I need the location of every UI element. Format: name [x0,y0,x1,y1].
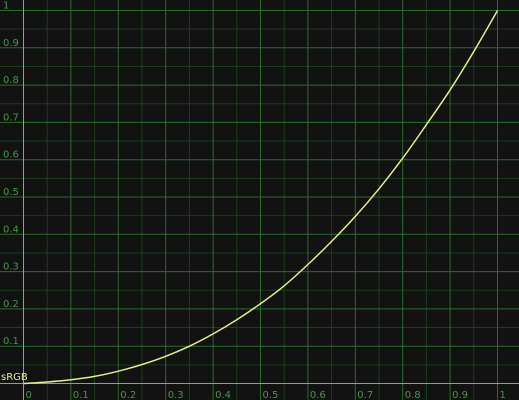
y-tick-label: 0.4 [3,224,19,235]
x-tick-label: 0.6 [310,390,326,400]
x-tick-label: 0.9 [452,390,468,400]
y-tick-label: 0.1 [3,336,19,347]
x-tick-label: 0.1 [73,390,89,400]
y-tick-label: 0.3 [3,262,19,273]
y-tick-label: 0.2 [3,299,19,310]
y-tick-label: 0.5 [3,187,19,198]
tick-labels: 0 0.1 0.2 0.3 0.4 0.5 0.6 0.7 0.8 0.9 1 0.1 0.2 0.3 0.… [3,1,506,400]
x-tick-label: 0.2 [120,390,136,400]
series-line-srgb [23,10,499,385]
series-layer [23,10,499,385]
y-tick-label: 0.6 [3,150,19,161]
x-tick-label: 0.8 [405,390,421,400]
x-tick-label: 0.3 [168,390,184,400]
x-tick-label: 0.7 [357,390,373,400]
x-tick-label: 0 [26,390,32,400]
x-tick-label: 0.4 [215,390,231,400]
y-tick-label: 1 [3,1,9,12]
x-tick-label: 1 [500,390,506,400]
y-tick-label: 0.7 [3,112,19,123]
series-label: sRGB [1,372,28,383]
y-tick-label: 0.8 [3,75,19,86]
y-tick-label: 0.9 [3,38,19,49]
x-tick-label: 0.5 [263,390,279,400]
